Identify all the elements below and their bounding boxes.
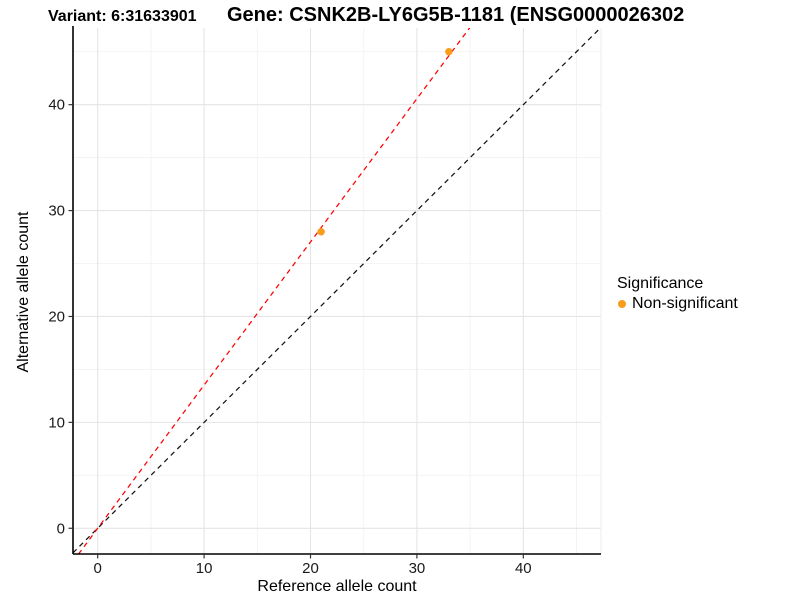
- y-tick-label: 40: [48, 97, 65, 114]
- x-tick-label: 30: [409, 560, 426, 577]
- legend-item-label: Non-significant: [632, 295, 738, 312]
- gene-title: Gene: CSNK2B-LY6G5B-1181 (ENSG0000026302: [227, 4, 685, 26]
- y-tick-label: 20: [48, 308, 65, 325]
- variant-title: Variant: 6:31633901: [48, 8, 197, 25]
- data-point: [317, 228, 325, 236]
- x-tick-label: 10: [196, 560, 213, 577]
- identity-line: [73, 28, 601, 554]
- x-tick-label: 40: [515, 560, 532, 577]
- y-axis-title: Alternative allele count: [15, 211, 32, 373]
- legend: Significance Non-significant: [617, 274, 738, 313]
- y-tick-label: 30: [48, 203, 65, 220]
- y-tick-label: 10: [48, 414, 65, 431]
- x-tick-label: 0: [94, 560, 102, 577]
- legend-item: Non-significant: [617, 295, 738, 313]
- legend-title: Significance: [617, 275, 704, 292]
- data-point: [445, 48, 453, 56]
- y-tick-label: 0: [57, 520, 65, 537]
- orange-point-icon: [618, 300, 626, 308]
- x-axis-title: Reference allele count: [257, 578, 417, 595]
- allelic-ratio-line: [77, 28, 471, 554]
- x-tick-label: 20: [302, 560, 319, 577]
